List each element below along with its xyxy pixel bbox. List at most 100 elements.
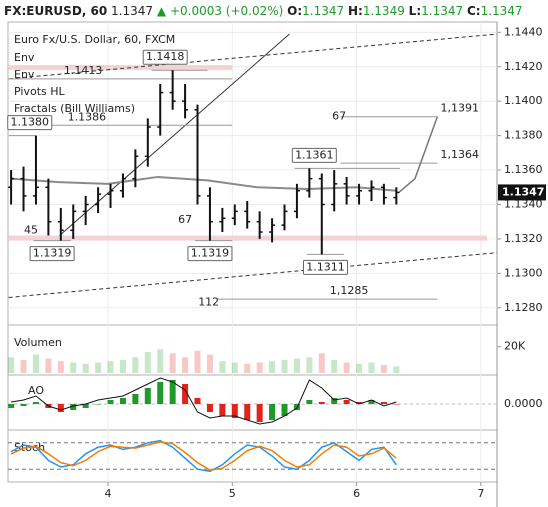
trend-line xyxy=(8,252,498,298)
price-badge xyxy=(498,184,546,201)
ohlc-value: 1.1347 xyxy=(481,4,523,18)
volume-bar xyxy=(281,359,288,373)
ao-bar xyxy=(20,404,27,406)
projection xyxy=(398,116,439,194)
volume-bar xyxy=(256,362,263,373)
volume-bar xyxy=(119,359,126,373)
level-box xyxy=(142,49,188,65)
ao-bar xyxy=(269,404,276,420)
ao-bar xyxy=(231,404,238,418)
volume-bar xyxy=(157,349,164,373)
level-label: 1.1319 xyxy=(33,247,72,260)
level-label: 1.1386 xyxy=(68,110,107,123)
count-label: 112 xyxy=(198,296,219,309)
legend-entry: Env xyxy=(14,51,35,64)
y-tick-label: 1.1280 xyxy=(504,301,543,314)
ao-bar xyxy=(206,404,213,412)
volume-bar xyxy=(95,362,102,373)
legend-entry: Fractals (Bill Williams) xyxy=(14,102,135,115)
last-price: 1.1347 xyxy=(111,4,153,18)
legend-entry: Pivots HL xyxy=(14,85,65,98)
ao-bar xyxy=(380,402,387,404)
chart-title: Euro Fx/U.S. Dollar, 60, FXCM xyxy=(14,33,175,46)
ohlc-label: C: xyxy=(467,4,481,18)
volume-bar xyxy=(331,359,338,373)
ao-bar xyxy=(281,404,288,416)
ao-bar xyxy=(132,394,139,404)
level-label: 1.1311 xyxy=(306,260,345,273)
price-badge-label: 1.1347 xyxy=(502,185,544,198)
ao-bar xyxy=(306,400,313,404)
ao-bar xyxy=(119,398,126,404)
moving-average xyxy=(11,175,397,192)
ao-bar xyxy=(356,402,363,404)
ao-bar xyxy=(194,398,201,404)
pane-label: Volumen xyxy=(14,336,62,349)
symbol: FX:EURUSD, 60 xyxy=(4,4,107,18)
ao-bar xyxy=(107,400,114,404)
volume-bar xyxy=(32,354,39,373)
pane-label: AO xyxy=(28,384,44,397)
ao-bar xyxy=(393,404,400,405)
volume-bar xyxy=(219,361,226,373)
stoch-line xyxy=(10,441,397,471)
ao-bar xyxy=(318,402,325,404)
change: +0.0003 (+0.02%) xyxy=(170,4,283,18)
level-box xyxy=(187,246,233,262)
ohlc-label: L: xyxy=(409,4,421,18)
level-label: 1.1413 xyxy=(64,64,103,77)
x-tick-label: 5 xyxy=(229,487,236,500)
volume-bar xyxy=(82,363,89,373)
x-tick-label: 4 xyxy=(105,487,112,500)
volume-bar xyxy=(8,357,15,373)
trend-line xyxy=(8,33,498,80)
level-box xyxy=(29,246,75,262)
volume-bar xyxy=(194,350,201,373)
ao-bar xyxy=(157,382,164,404)
ao-bar xyxy=(256,404,263,422)
ao-bar xyxy=(70,404,77,410)
volume-bar xyxy=(206,354,213,373)
volume-bar xyxy=(368,362,375,373)
ao-bar xyxy=(343,400,350,404)
level-label: 1.1380 xyxy=(10,116,49,129)
level-label: 1,1391 xyxy=(440,102,479,115)
level-label: 1,1285 xyxy=(330,284,369,297)
ao-line xyxy=(11,377,397,425)
volume-bar xyxy=(20,359,27,373)
volume-bar xyxy=(182,357,189,373)
volume-bar xyxy=(107,361,114,373)
ao-bar xyxy=(82,404,89,408)
x-tick-label: 7 xyxy=(477,487,484,500)
ao-bar xyxy=(32,402,39,404)
volume-bar xyxy=(231,362,238,373)
y-tick-label: 20K xyxy=(504,340,526,353)
ohlc-value: 1.1347 xyxy=(302,4,344,18)
ao-bar xyxy=(8,404,15,408)
level-box xyxy=(291,147,337,163)
ao-bar xyxy=(331,398,338,404)
ao-bar xyxy=(169,380,176,404)
ao-bar xyxy=(219,404,226,416)
y-tick-label: 1.1360 xyxy=(504,163,543,176)
volume-bar xyxy=(169,353,176,373)
ao-bar xyxy=(244,404,251,420)
ohlc-label: H: xyxy=(348,4,363,18)
count-label: 67 xyxy=(178,213,192,226)
level-label: 1,1364 xyxy=(440,148,479,161)
stoch-line xyxy=(10,439,397,473)
y-tick-label: 1.1300 xyxy=(504,266,543,279)
volume-bar xyxy=(57,361,64,373)
volume-bar xyxy=(132,357,139,373)
y-tick-label: 1.1440 xyxy=(504,25,543,38)
ohlc-value: 1.1347 xyxy=(421,4,463,18)
level-label: 1.1418 xyxy=(146,50,185,63)
volume-bar xyxy=(393,366,400,373)
band xyxy=(8,235,488,241)
ohlc-value: 1.1349 xyxy=(363,4,405,18)
volume-bar xyxy=(293,358,300,373)
header: FX:EURUSD, 60 1.1347 ▲ +0.0003 (+0.02%) … xyxy=(4,4,523,18)
count-label: 67 xyxy=(332,110,346,123)
band xyxy=(8,65,233,71)
